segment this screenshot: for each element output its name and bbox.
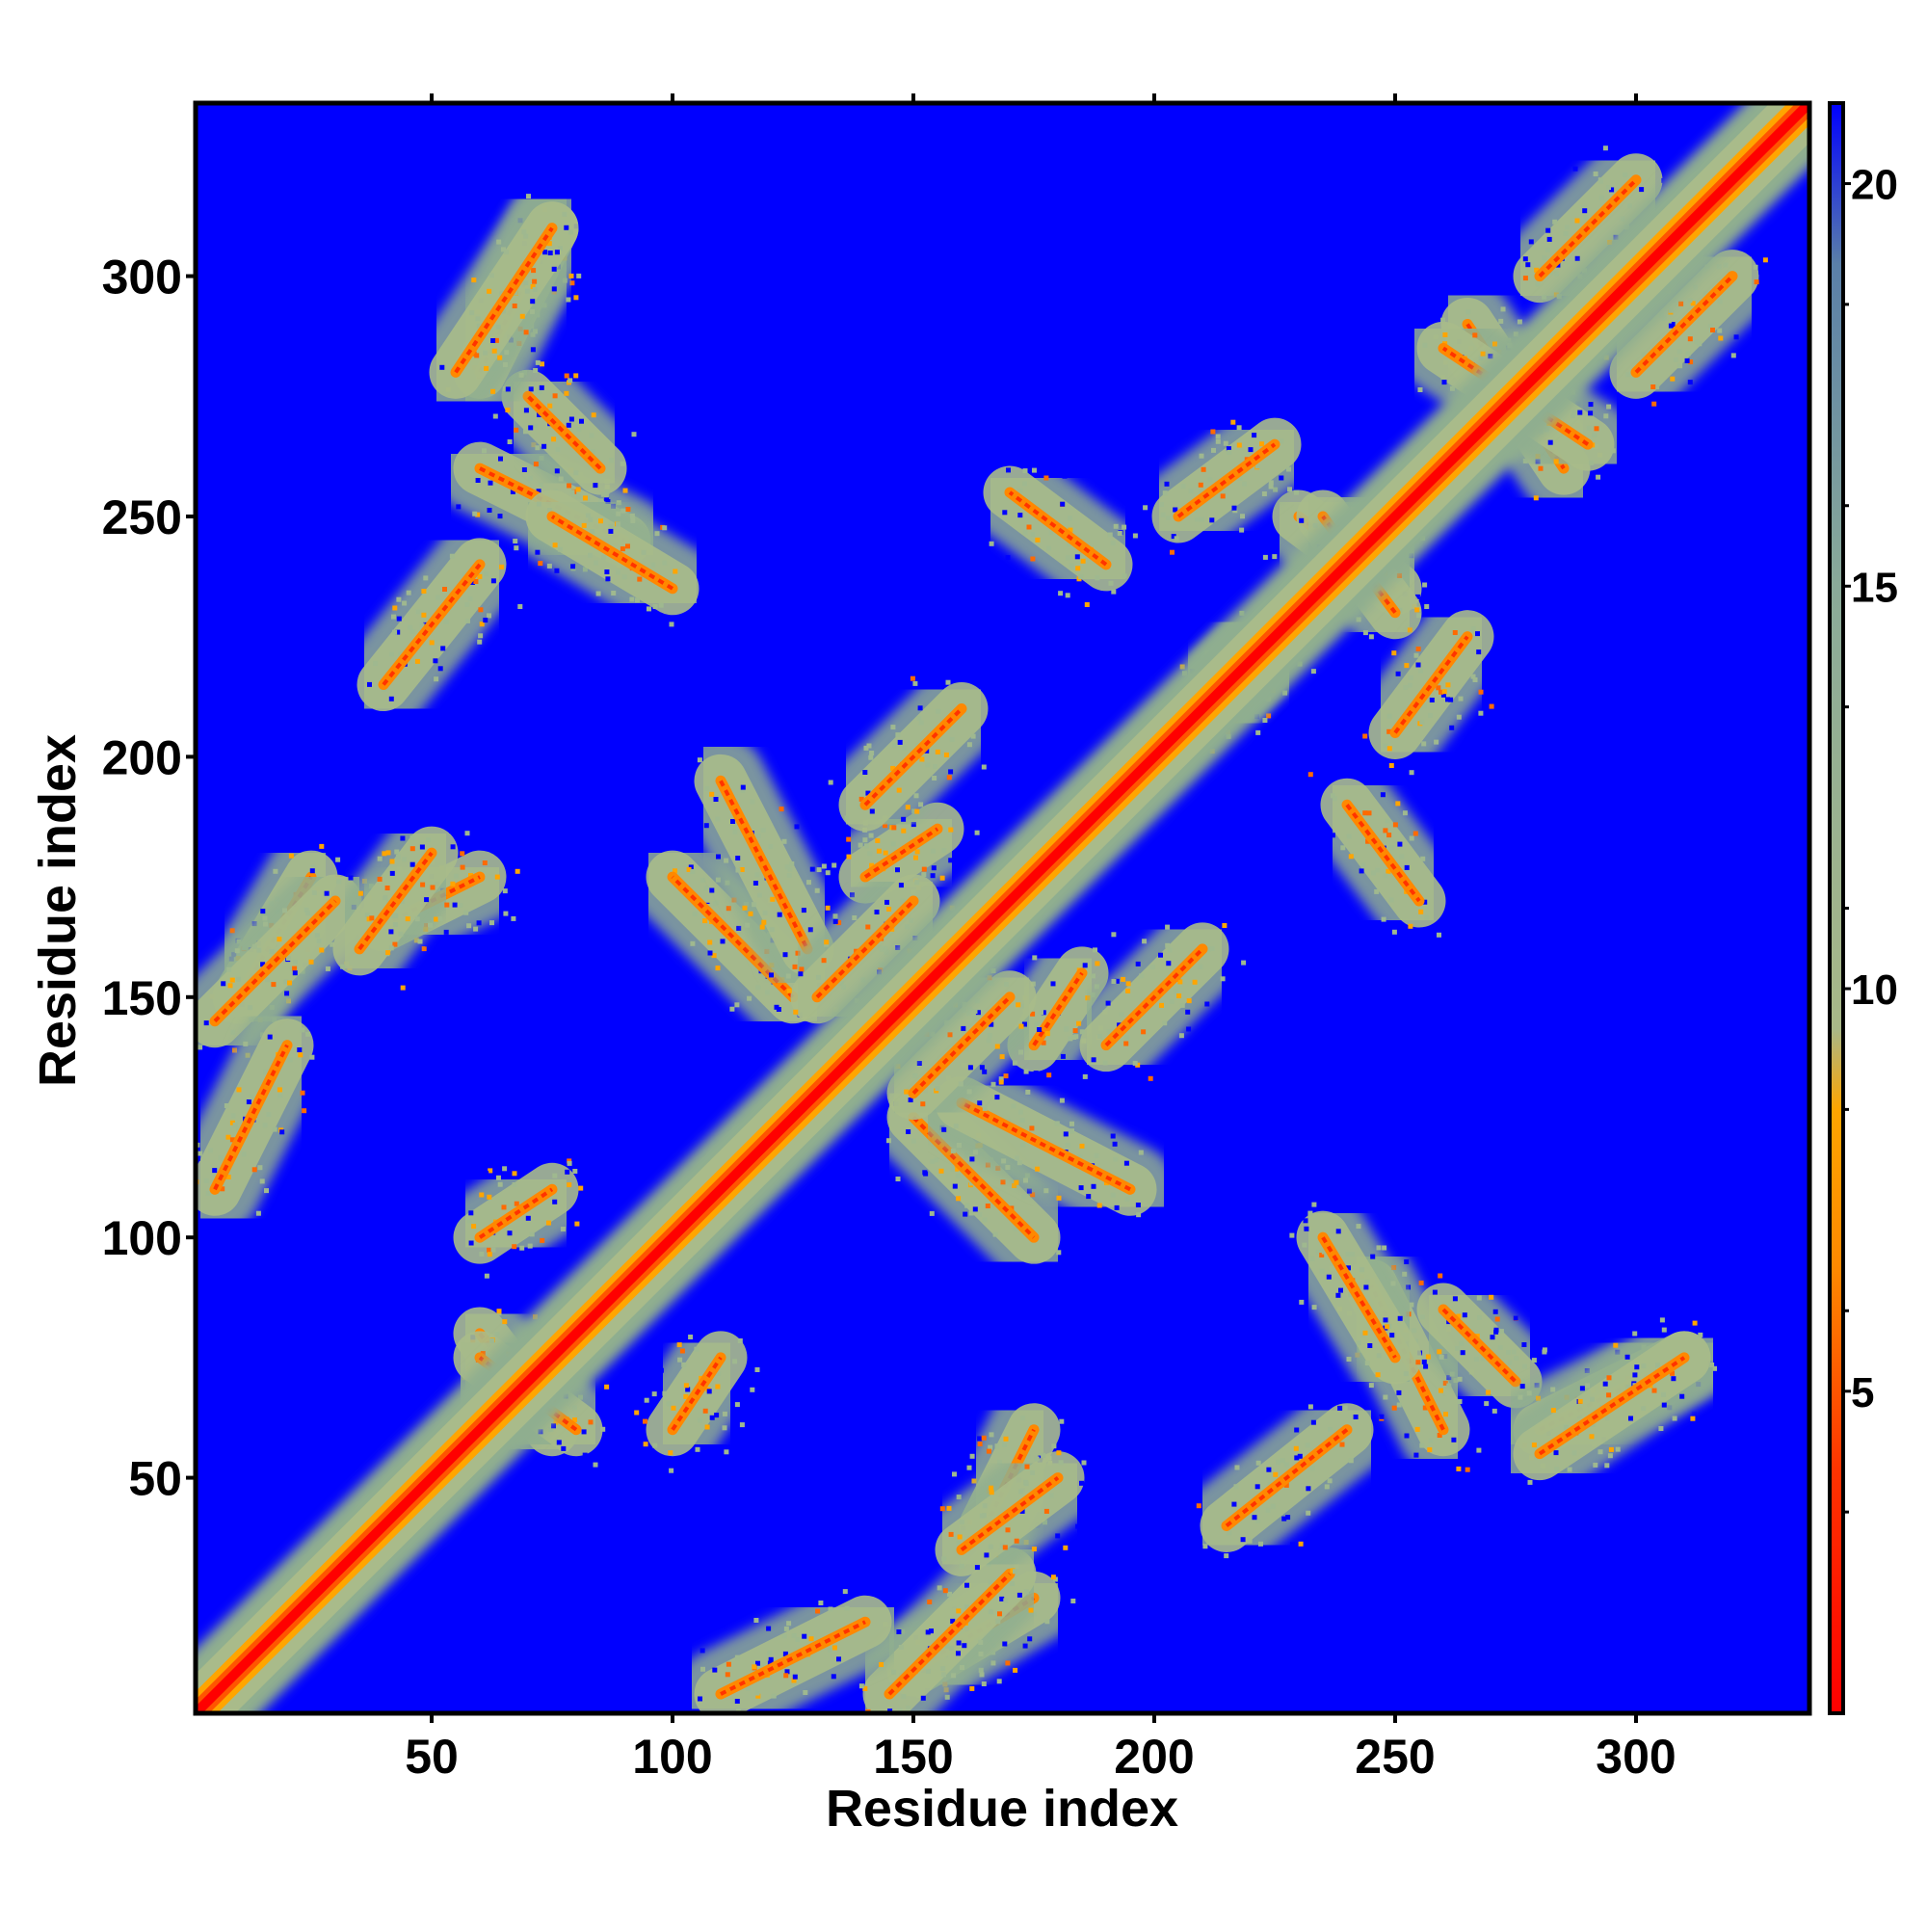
y-axis-title: Residue index [29, 734, 87, 1087]
contact-feature [506, 470, 719, 635]
contact-feature [1349, 591, 1514, 779]
contact-feature [337, 518, 526, 731]
contact-feature [482, 350, 647, 515]
x-axis-title: Residue index [826, 1780, 1178, 1838]
contact-feature [1060, 903, 1249, 1092]
colorbar-tick-label: 15 [1851, 564, 1898, 611]
contact-feature [988, 927, 1128, 1092]
contact-feature [1397, 1263, 1562, 1428]
contact-feature [1277, 1191, 1441, 1404]
contact-feature [626, 1311, 767, 1476]
contact-feature [196, 999, 333, 1235]
contact-feature [409, 182, 598, 418]
contact-feature [915, 1057, 1176, 1235]
y-tick-label: 100 [102, 1211, 182, 1265]
plot-area [196, 103, 1809, 1713]
contact-feature [964, 446, 1152, 611]
contact-feature [867, 951, 1056, 1140]
x-tick-label: 300 [1596, 1730, 1676, 1784]
contact-feature [1180, 1384, 1393, 1572]
contact-feature [313, 807, 478, 995]
x-tick-label: 50 [405, 1730, 459, 1784]
y-tick-label: 250 [102, 490, 182, 544]
colorbar-tick-label: 20 [1851, 162, 1898, 209]
x-tick-label: 250 [1355, 1730, 1435, 1784]
axes: 50 100 150 200 250 300 50 100 150 200 250 300 [102, 93, 1812, 1784]
contact-feature [674, 1575, 911, 1713]
contact-feature [434, 1143, 598, 1284]
colorbar: 5 10 15 20 [1828, 101, 1898, 1715]
x-tick-label: 100 [632, 1730, 712, 1784]
contact-feature [674, 734, 854, 995]
y-tick-label: 150 [102, 971, 182, 1025]
contact-feature [915, 1432, 1104, 1596]
y-tick-label: 50 [128, 1452, 182, 1506]
contact-feature [771, 855, 960, 1044]
contact-feature [1301, 758, 1465, 947]
plot-frame [193, 100, 1812, 1716]
x-tick-label: 150 [873, 1730, 953, 1784]
diagonal-band [196, 103, 1809, 1713]
colorbar-tick-label: 5 [1851, 1369, 1874, 1416]
colorbar-tick-label: 10 [1851, 966, 1898, 1014]
colorbar-scale [1828, 101, 1845, 1715]
y-tick-label: 200 [102, 730, 182, 784]
contact-feature [1132, 398, 1321, 563]
contact-feature [196, 855, 382, 1068]
contact-feature [1493, 1311, 1730, 1500]
contact-feature [819, 662, 1008, 851]
x-tick-label: 200 [1114, 1730, 1194, 1784]
y-tick-label: 300 [102, 251, 182, 304]
